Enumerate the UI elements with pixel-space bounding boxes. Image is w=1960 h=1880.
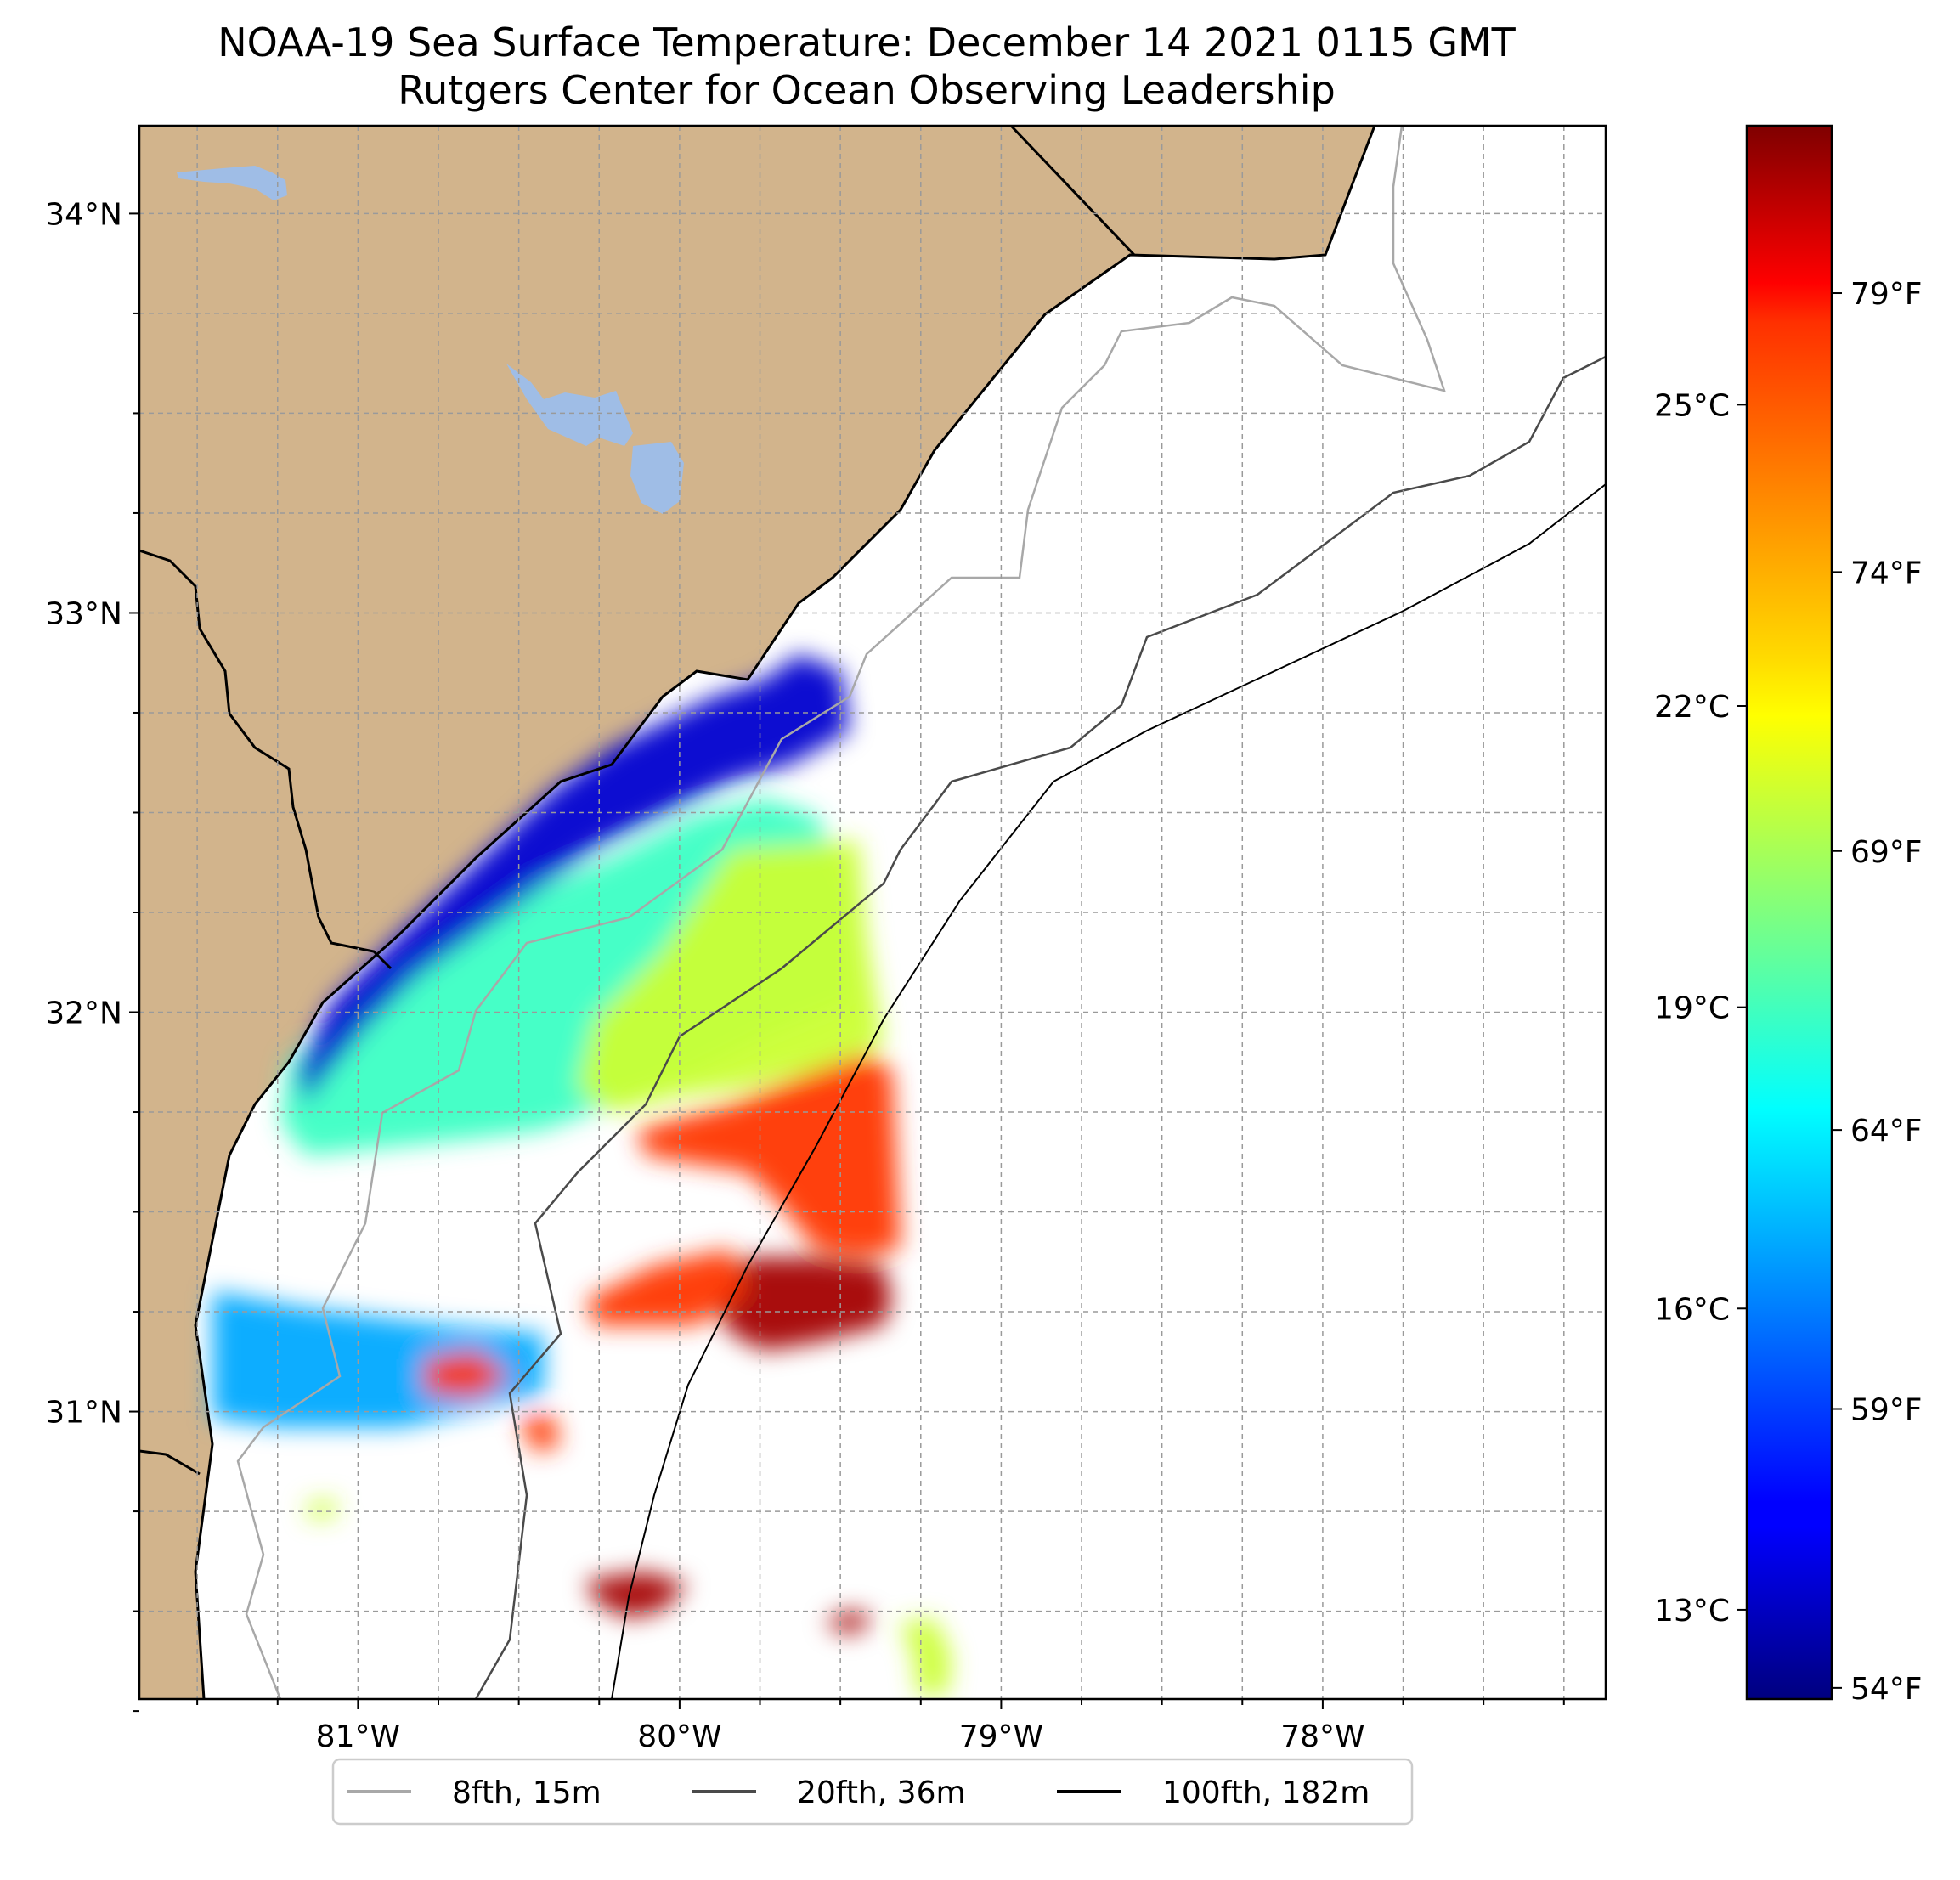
colorbar-gradient [1745, 124, 1833, 1701]
sst-patch-gulf-stream-core [714, 1257, 892, 1351]
gridlines [139, 126, 1606, 1699]
isobath-100fth [611, 483, 1606, 1699]
sst-patch-gulf-stream-core [824, 1610, 875, 1635]
x-tick-label: 80°W [637, 1719, 721, 1754]
legend-label: 8fth, 15m [452, 1776, 602, 1810]
nc-sc-border [1009, 126, 1136, 257]
x-tick-label: 81°W [316, 1719, 400, 1754]
sst-patch-gulf-stream-edge [425, 1351, 510, 1397]
sst-patch-outer-shelf [578, 841, 884, 1113]
sst-patch-outer-shelf [901, 1618, 952, 1695]
y-tick-label: 32°N [45, 996, 122, 1031]
southern-river [139, 1449, 201, 1476]
lake-marion [177, 166, 287, 200]
sst-patch-gulf-stream-edge [586, 1249, 748, 1325]
colorbar-c-label: 16°C [1654, 1292, 1730, 1327]
land-mass [139, 126, 1375, 1699]
y-tick-label: 33°N [45, 596, 122, 631]
colorbar-f-label: 54°F [1850, 1672, 1923, 1707]
sst-patch-nearshore-cold-band [297, 654, 850, 1104]
colorbar-f-label: 79°F [1850, 277, 1923, 312]
lakes [177, 166, 684, 514]
colorbar-c-label: 22°C [1654, 690, 1730, 725]
sst-patch-gulf-stream-edge [637, 1053, 901, 1257]
legend-label: 100fth, 182m [1162, 1776, 1370, 1810]
y-tick-label: 31°N [45, 1396, 122, 1431]
map-subtitle: Rutgers Center for Ocean Observing Leade… [398, 67, 1336, 113]
savannah-river [139, 549, 393, 970]
sst-patch-gulf-stream-core [586, 1572, 688, 1618]
legend-label: 20fth, 36m [797, 1776, 966, 1810]
y-tick-label: 34°N [45, 197, 122, 232]
legend-box [331, 1758, 1414, 1826]
lake-moultrie [506, 364, 633, 446]
isobaths [236, 126, 1606, 1699]
colorbar-c-label: 25°C [1654, 388, 1730, 423]
state-boundaries [139, 126, 1136, 1476]
colorbar-f-label: 64°F [1850, 1114, 1923, 1149]
colorbar-f-label: 74°F [1850, 556, 1923, 590]
colorbar-f-label: 59°F [1850, 1392, 1923, 1427]
coastline [194, 126, 1376, 1699]
colorbar-f-label: 69°F [1850, 835, 1923, 870]
isobath-legend: 8fth, 15m 20fth, 36m 100fth, 182m [331, 1758, 1414, 1826]
colorbar-ticks: 54°F 59°F 64°F 69°F 74°F 79°F 13°C 16°C 19°C 22°C… [1654, 277, 1922, 1707]
map-panel[interactable] [139, 126, 1606, 1711]
map-axes: 81°W 80°W 79°W 78°W 31°N 32°N 33°N 34°N [45, 197, 1565, 1754]
isobath-8fth [236, 126, 1446, 1699]
colorbar-c-label: 13°C [1654, 1594, 1730, 1629]
x-tick-label: 78°W [1280, 1719, 1364, 1754]
lake-moultrie-lower [630, 442, 684, 514]
sst-patch-gulf-stream-edge [518, 1414, 561, 1453]
colorbar: 54°F 59°F 64°F 69°F 74°F 79°F 13°C 16°C 19°C 22°C… [1654, 124, 1923, 1707]
isobath-20fth [474, 355, 1606, 1699]
x-tick-label: 79°W [959, 1719, 1043, 1754]
sst-patch-outer-shelf [306, 1499, 336, 1519]
colorbar-c-label: 19°C [1654, 991, 1730, 1026]
map-title: NOAA-19 Sea Surface Temperature: Decembe… [217, 20, 1516, 65]
sst-field [212, 654, 952, 1695]
